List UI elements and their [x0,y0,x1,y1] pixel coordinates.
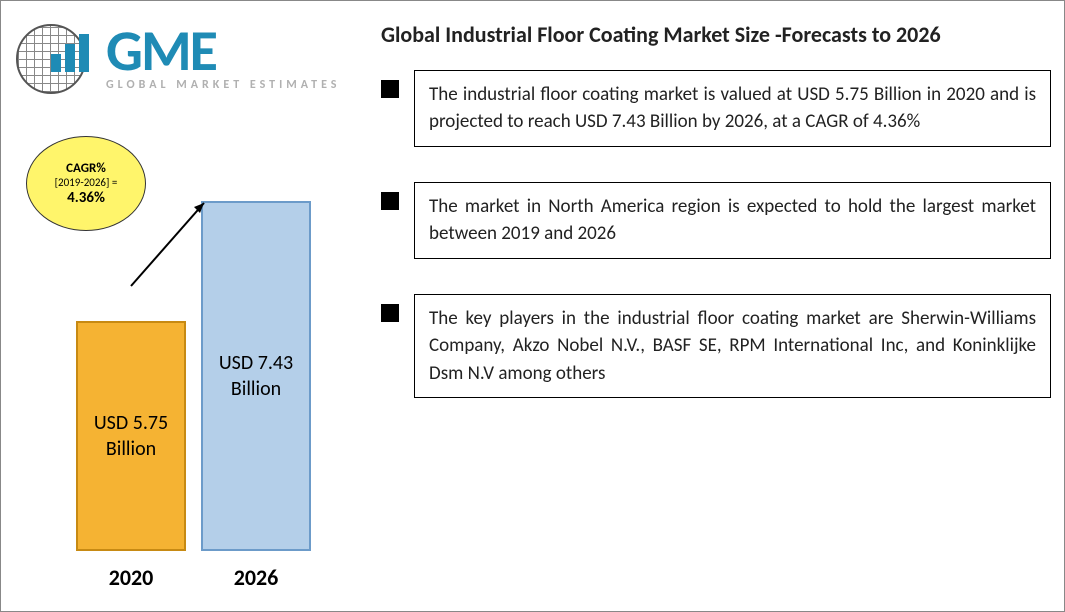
cagr-label: CAGR% [66,161,106,176]
xaxis-label: 2020 [76,564,186,591]
bar-label: USD 7.43 Billion [211,350,301,402]
bar-2020: USD 5.75 Billion [76,321,186,551]
xaxis-label: 2026 [201,564,311,591]
point-box: The market in North America region is ex… [414,182,1051,259]
logo: GME GLOBAL MARKET ESTIMATES [16,16,376,101]
point-box: The industrial floor coating market is v… [414,70,1051,147]
page-title: Global Industrial Floor Coating Market S… [381,21,1051,50]
point-row: The market in North America region is ex… [381,182,1051,259]
logo-bars-icon [51,34,89,72]
point-row: The key players in the industrial floor … [381,294,1051,399]
bar-label: USD 5.75 Billion [86,410,176,462]
cagr-badge: CAGR% [2019-2026] = 4.36% [26,136,146,231]
cagr-value: 4.36% [67,189,105,207]
growth-arrow-icon [126,191,216,291]
logo-sub-text: GLOBAL MARKET ESTIMATES [106,78,340,92]
square-bullet-icon [381,304,399,322]
content-column: Global Industrial Floor Coating Market S… [381,21,1051,433]
point-box: The key players in the industrial floor … [414,294,1051,399]
square-bullet-icon [381,80,399,98]
chart-xaxis: 2020 2026 [76,564,311,591]
bar-2026: USD 7.43 Billion [201,201,311,551]
cagr-period: [2019-2026] = [55,176,118,189]
logo-main-text: GME [106,25,340,77]
point-row: The industrial floor coating market is v… [381,70,1051,147]
bar-chart: CAGR% [2019-2026] = 4.36% USD 5.75 Billi… [26,131,356,591]
square-bullet-icon [381,192,399,210]
